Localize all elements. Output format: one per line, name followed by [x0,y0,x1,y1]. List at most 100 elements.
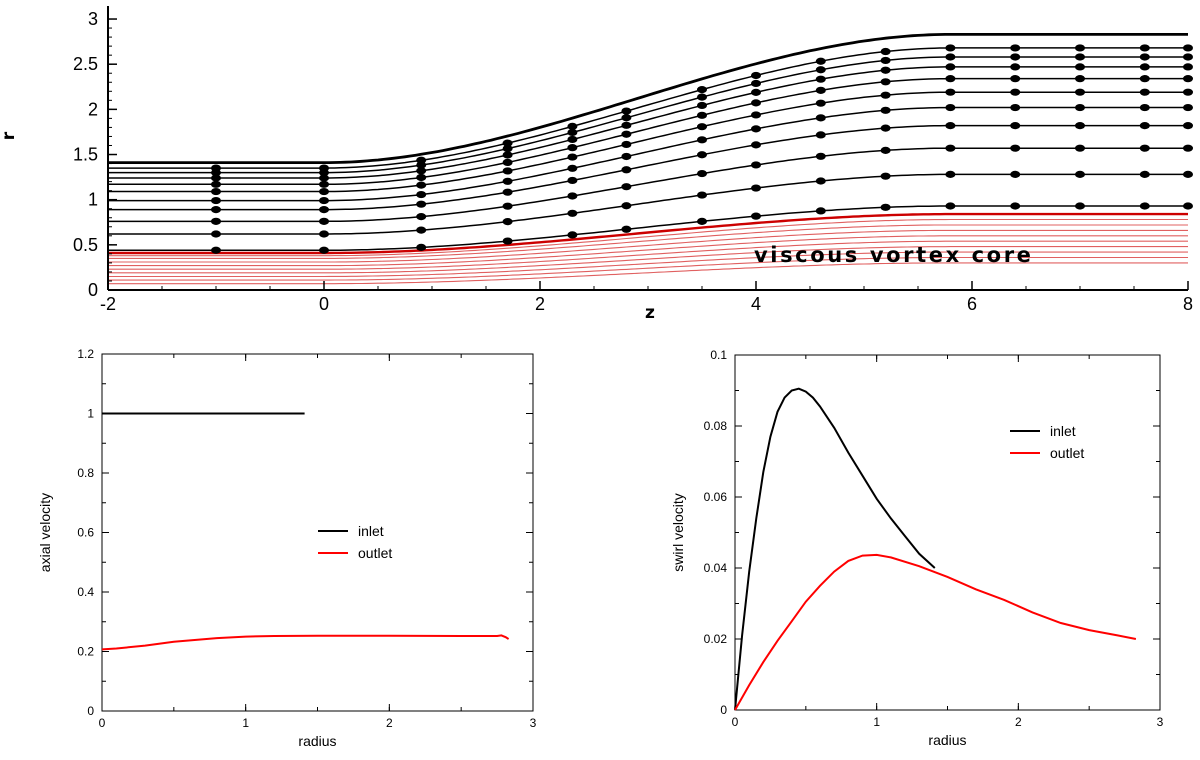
streamline-marker [211,174,221,182]
streamline-marker [880,146,891,154]
streamline-marker [621,166,632,174]
streamline-marker [621,225,632,233]
streamline-marker [1010,63,1021,71]
y-tick-label: 0.6 [77,526,94,540]
streamline-marker [567,164,578,172]
y-tick-label: 2 [88,99,98,119]
streamline-marker [1139,63,1150,71]
streamline-marker [567,192,578,200]
streamline-marker [1010,53,1021,61]
x-tick-label: 1 [873,715,880,729]
series-lines [734,387,1137,711]
outer-streamline [108,147,1188,223]
streamline-marker [880,172,891,180]
x-tick-label: 0 [732,715,739,729]
y-tick-label: 1 [88,190,98,210]
streamline-marker [211,230,221,238]
streamline-marker [697,169,707,178]
streamline-marker [319,230,329,238]
series-line-outlet [734,553,1137,711]
y-tick-label: 0.4 [77,585,94,599]
streamline-marker [319,187,329,196]
streamline-marker [1075,75,1085,83]
streamline-marker [815,152,826,160]
y-axis-label: r [0,131,19,140]
y-axis-label: axial velocity [37,493,53,572]
y-tick-label: 1 [87,407,94,421]
streamline-marker [502,177,513,185]
streamline-marker [1010,202,1021,210]
core-annotation: viscous vortex core [754,243,1034,267]
outer-streamline [108,91,1188,193]
y-tick-label: 3 [88,9,98,29]
streamline-marker [1075,63,1085,71]
outer-streamline [108,77,1188,186]
legend-label-outlet: outlet [1050,445,1084,461]
streamline-marker [211,246,221,254]
core-streamline [108,224,1188,259]
core-streamline [108,251,1188,278]
streamline-marker [880,56,891,65]
outer-streamline [108,124,1188,211]
streamline-marker [502,145,513,153]
streamline-marker [319,217,329,225]
y-tick-label: 0.06 [704,490,728,504]
streamline-marker [621,114,632,122]
streamline-marker [502,237,513,245]
streamline-marker [416,243,427,251]
x-tick-label: 2 [1015,715,1022,729]
streamline-marker [1010,144,1021,152]
streamline-marker [945,144,956,152]
streamline-marker [567,231,578,239]
swirl-velocity-plot: 0 1 2 3 0 0.02 0.04 0.06 0.08 0.1 radius swirl velo… [670,348,1164,748]
series-line-outlet [101,634,510,651]
streamline-marker [1075,44,1085,52]
legend-label-inlet: inlet [358,523,384,539]
streamline-marker [945,75,956,83]
axes: 0 1 2 3 0 0.2 0.4 0.6 0.8 1 1.2 radius axial velocit… [37,347,537,749]
streamline-marker [697,86,707,94]
streamline-marker [751,71,761,80]
x-tick-label: 2 [535,294,545,314]
streamline-marker [815,207,826,215]
legend: inlet outlet [318,523,392,561]
core-streamline [108,246,1188,274]
core-streamline [108,229,1188,263]
streamline-marker [1075,202,1085,210]
streamline-marker [1139,75,1150,83]
streamline-marker [1183,103,1193,112]
streamline-marker [815,131,826,139]
streamline-marker [1183,53,1193,61]
streamline-marker [211,180,221,188]
core-streamline [108,212,1188,255]
streamline-marker [880,91,891,99]
outer-streamline [108,106,1188,202]
streamline-marker [1183,75,1193,83]
streamline-marker [502,151,513,159]
streamline-marker [416,173,427,182]
streamline-marker [697,101,707,110]
axial-velocity-plot: 0 1 2 3 0 0.2 0.4 0.6 0.8 1 1.2 radius axial velocit… [37,347,537,749]
streamline-marker [815,177,826,185]
streamline-marker [1139,202,1150,210]
streamline-marker [945,63,956,71]
streamline-marker [1183,122,1193,130]
y-tick-label: 0 [88,280,98,300]
outer-streamline [108,205,1188,252]
streamline-marker [945,122,956,130]
streamline-marker [751,125,761,133]
streamline-marker [621,121,632,129]
streamline-marker [880,203,891,211]
outer-streamline [108,47,1188,169]
streamline-marker [1010,88,1021,96]
y-tick-label: 0 [87,704,94,718]
streamline-marker [1010,122,1021,130]
y-tick-label: 0.8 [77,466,94,480]
streamline-marker [567,209,578,217]
core-streamline [108,218,1188,257]
x-tick-label: 2 [386,716,393,730]
streamline-marker [621,107,632,115]
y-tick-label: 0.02 [704,632,728,646]
core-streamline [108,256,1188,281]
streamline-marker [567,122,578,130]
